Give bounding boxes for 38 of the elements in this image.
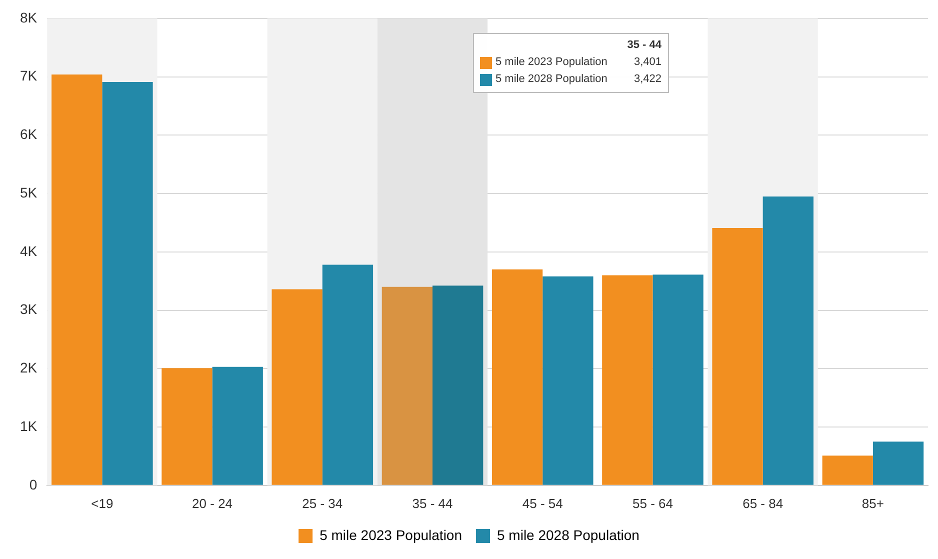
y-tick-label: 8K — [20, 9, 38, 26]
bar — [822, 456, 873, 485]
annotation: 3,401 — [632, 55, 662, 70]
y-tick-label: 5K — [20, 184, 38, 200]
x-tick-label: 20 - 24 — [192, 496, 233, 511]
bar — [762, 196, 814, 485]
legend-label: 5 mile 2023 Population — [320, 526, 462, 543]
y-tick-label: 1K — [20, 418, 38, 434]
bar — [712, 228, 763, 485]
y-tick-label: 0 — [29, 476, 38, 492]
bar — [492, 269, 543, 485]
x-tick-label: 35 - 44 — [412, 496, 453, 511]
y-tick-label: 4K — [20, 242, 38, 259]
annotation: 35 - 44 — [626, 38, 662, 54]
bar — [382, 286, 433, 485]
y-tick-label: 2K — [20, 360, 38, 376]
bar — [602, 275, 653, 485]
legend-label: 5 mile 2028 Population — [497, 526, 640, 543]
x-tick-label: 65 - 84 — [742, 496, 784, 511]
bar — [322, 264, 374, 485]
bar — [432, 286, 484, 485]
x-tick-label: 25 - 34 — [302, 496, 343, 511]
bar — [652, 274, 704, 485]
bar — [162, 368, 212, 485]
y-tick-label: 7K — [20, 68, 38, 84]
y-tick-label: 6K — [20, 126, 38, 142]
x-tick-label: 45 - 54 — [522, 496, 563, 511]
bar — [542, 276, 594, 485]
x-tick-label: 55 - 64 — [632, 496, 673, 511]
bar — [872, 442, 924, 485]
bar — [272, 289, 322, 485]
x-tick-label: 85+ — [862, 496, 884, 511]
bar — [212, 366, 263, 485]
annotation: 5 mile 2023 Population — [496, 55, 608, 70]
annotation: 3,422 — [632, 72, 662, 88]
annotation: 5 mile 2028 Population — [496, 72, 608, 88]
y-tick-label: 3K — [20, 301, 38, 318]
x-tick-label: <19 — [91, 496, 114, 511]
